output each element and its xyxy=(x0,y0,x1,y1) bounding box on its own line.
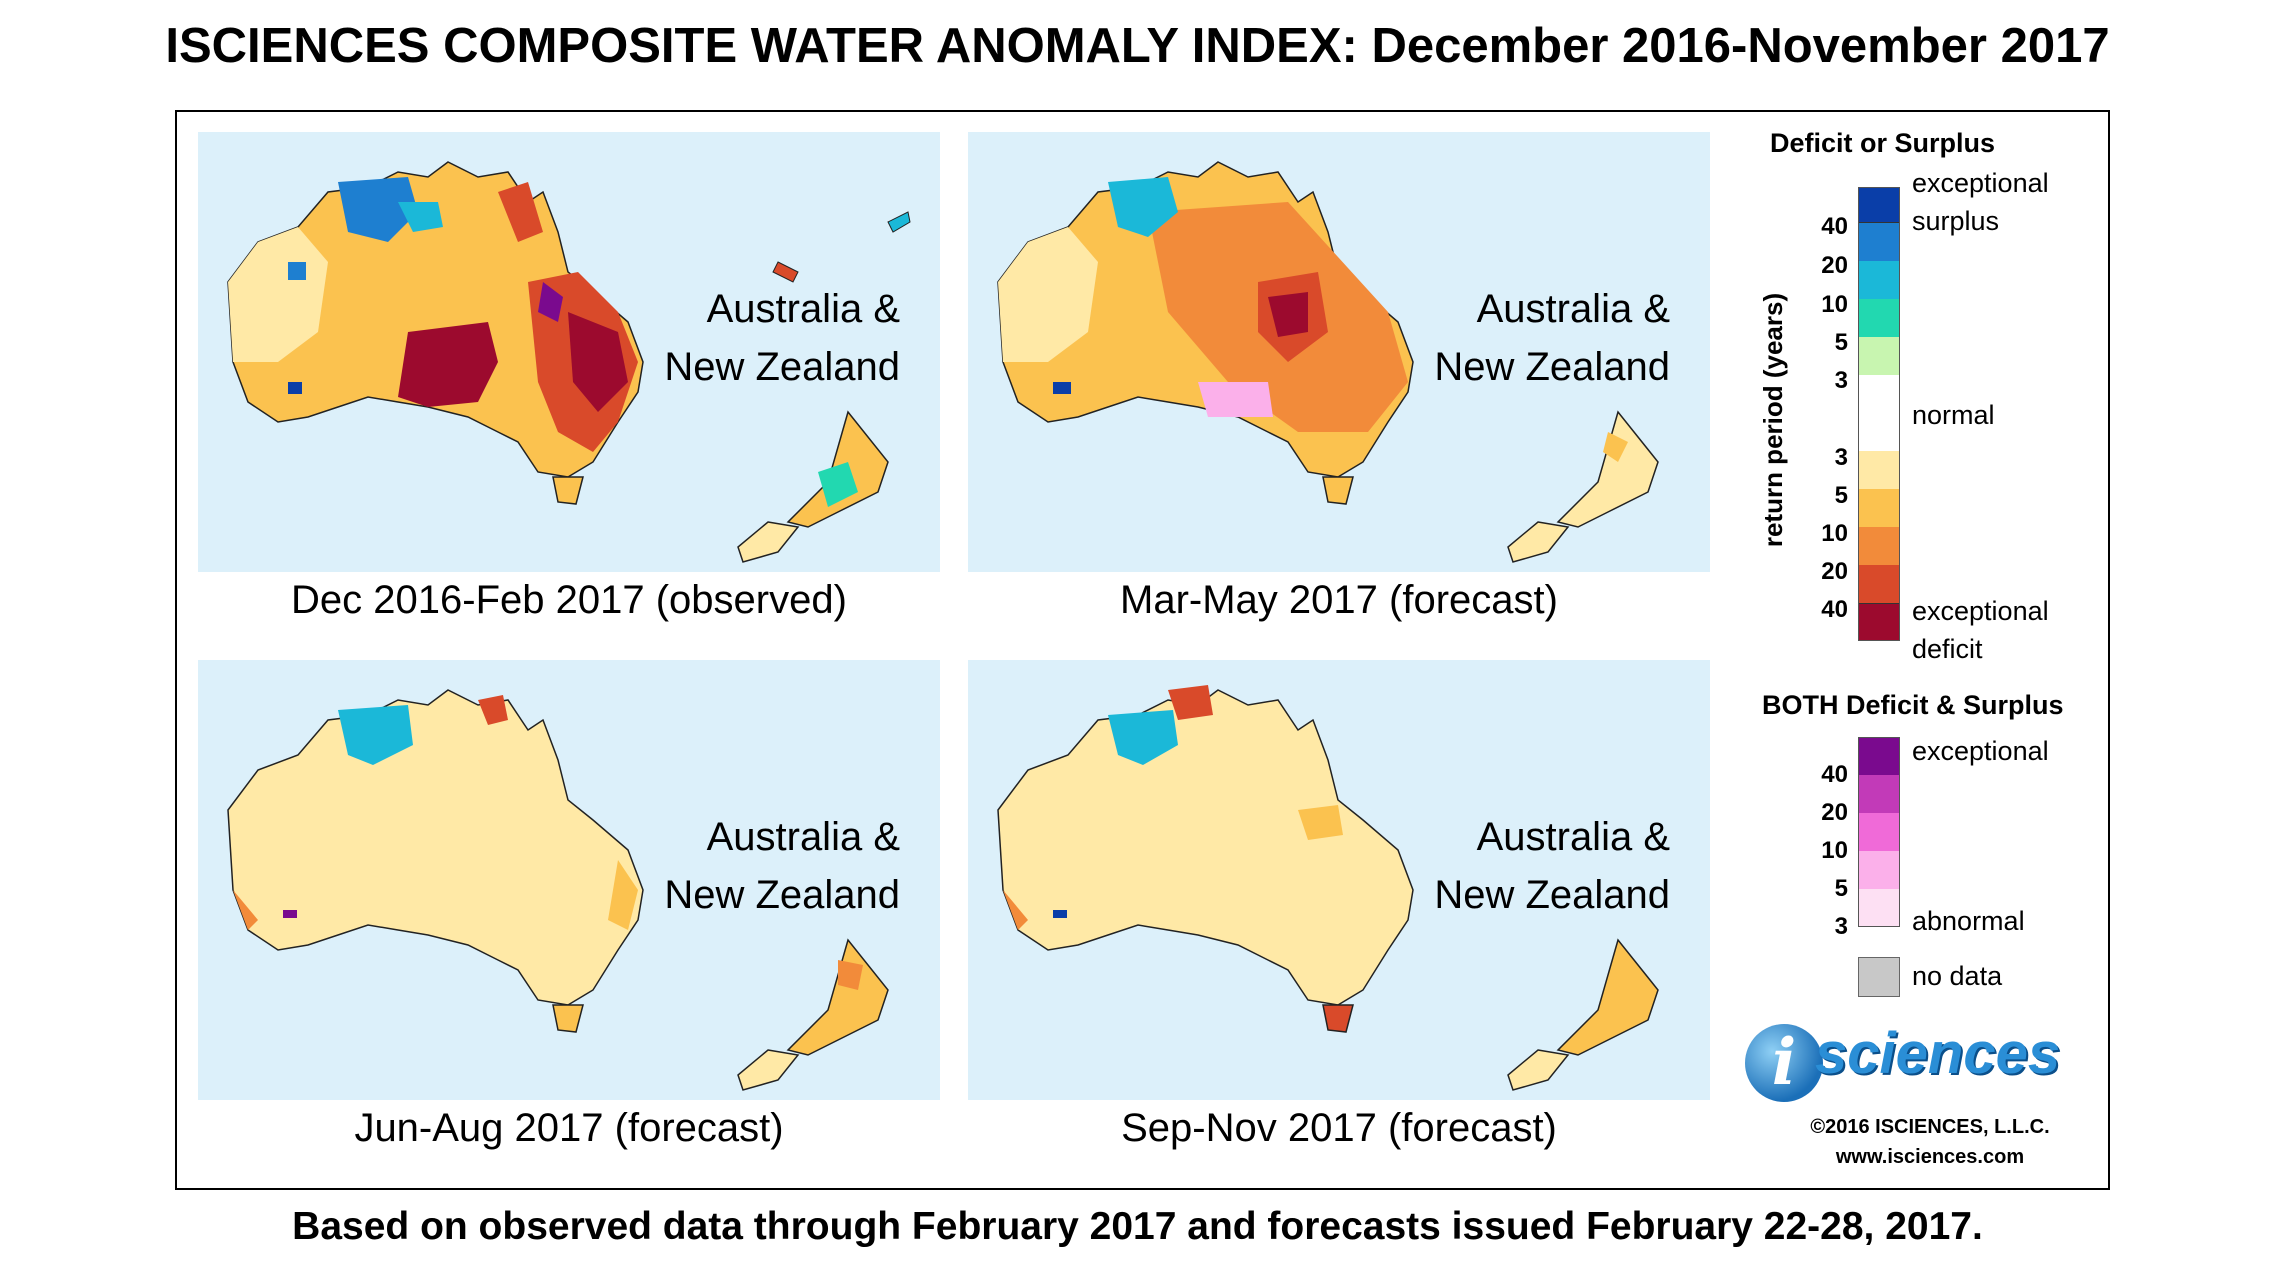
legend-label-exceptional-deficit: exceptional deficit xyxy=(1912,596,2049,664)
deficit-tick: 10 xyxy=(1821,520,1848,547)
caption-mar-may: Mar-May 2017 (forecast) xyxy=(1120,578,1558,622)
caption-jun-aug: Jun-Aug 2017 (forecast) xyxy=(354,1106,784,1150)
new-zealand-landmass xyxy=(1556,410,1659,528)
northwest-surplus-area xyxy=(338,177,418,242)
legend-swatch xyxy=(1858,489,1900,527)
map-region-label: Australia & New Zealand xyxy=(1434,815,1670,917)
legend-label-both-abnormal: abnormal xyxy=(1912,906,2025,936)
central-deficit-area xyxy=(398,322,498,407)
logo-wordmark: sciences xyxy=(1815,1021,2061,1086)
map-jun-aug xyxy=(227,689,889,1091)
map-region-label: Australia & New Zealand xyxy=(1434,287,1670,389)
legend-swatch xyxy=(1858,527,1900,565)
deficit-tick: 5 xyxy=(1834,482,1848,509)
surplus-tick: 3 xyxy=(1834,367,1848,394)
both-tick: 40 xyxy=(1821,761,1848,788)
australia-landmass xyxy=(227,689,644,1006)
legend-swatch xyxy=(1858,737,1900,775)
legend-label-both-exceptional: exceptional xyxy=(1912,736,2049,766)
both-tick: 10 xyxy=(1821,837,1848,864)
legend-label-no-data: no data xyxy=(1912,961,2003,991)
australia-landmass xyxy=(997,689,1414,1006)
deficit-tick: 20 xyxy=(1821,558,1848,585)
map-region-label: Australia & New Zealand xyxy=(664,287,900,389)
surplus-tick: 20 xyxy=(1821,252,1848,279)
legend-scale-outline xyxy=(1858,737,1900,927)
northwest-surplus-area xyxy=(1108,177,1178,237)
northwest-surplus-area xyxy=(1108,710,1178,765)
caption-sep-nov: Sep-Nov 2017 (forecast) xyxy=(1121,1106,1557,1150)
map-dec-feb xyxy=(227,161,911,563)
logo-i-icon: i xyxy=(1745,1024,1823,1102)
page-title: ISCIENCES COMPOSITE WATER ANOMALY INDEX:… xyxy=(165,19,2110,73)
legend-axis-label: return period (years) xyxy=(1758,292,1788,548)
map-region-label: Australia & New Zealand xyxy=(664,815,900,917)
new-zealand-landmass xyxy=(786,938,889,1056)
both-tick: 5 xyxy=(1834,875,1848,902)
legend-swatch xyxy=(1858,375,1900,451)
map-panel-sep-nov: Australia & New Zealand xyxy=(968,660,1710,1100)
map-panel-dec-feb: Australia & New Zealand xyxy=(198,132,940,572)
map-sep-nov xyxy=(997,685,1659,1091)
legend-heading-both: BOTH Deficit & Surplus xyxy=(1762,690,2064,720)
both-tick: 20 xyxy=(1821,799,1848,826)
legend-swatch xyxy=(1858,565,1900,603)
legend-scale-outline xyxy=(1858,187,1900,641)
legend-swatch xyxy=(1858,889,1900,927)
isciences-logo: i sciences xyxy=(1745,1020,2085,1102)
deficit-tick: 3 xyxy=(1834,444,1848,471)
both-tick: 3 xyxy=(1834,913,1848,940)
legend-swatch xyxy=(1858,337,1900,375)
legend-label-normal: normal xyxy=(1912,400,1995,430)
legend-swatch xyxy=(1858,451,1900,489)
new-zealand-landmass xyxy=(1556,938,1659,1056)
central-deficit-area xyxy=(1268,292,1308,337)
surplus-tick: 40 xyxy=(1821,213,1848,240)
legend-swatch xyxy=(1858,261,1900,299)
deficit-tick: 40 xyxy=(1821,596,1848,623)
map-frame xyxy=(175,110,2110,1190)
surplus-tick: 5 xyxy=(1834,329,1848,356)
legend-swatch xyxy=(1858,299,1900,337)
no-data-swatch xyxy=(1858,957,1900,997)
copyright-block: ©2016 ISCIENCES, L.L.C. www.isciences.co… xyxy=(1780,1112,2080,1172)
australia-landmass xyxy=(227,161,644,478)
website-link[interactable]: www.isciences.com xyxy=(1835,1146,2025,1168)
legend-swatch xyxy=(1858,813,1900,851)
legend-swatch xyxy=(1858,775,1900,813)
northwest-surplus-area xyxy=(338,705,413,765)
legend-swatch xyxy=(1858,223,1900,261)
map-panel-jun-aug: Australia & New Zealand xyxy=(198,660,940,1100)
surplus-tick: 10 xyxy=(1821,291,1848,318)
legend-swatch xyxy=(1858,851,1900,889)
legend-heading-deficit-surplus: Deficit or Surplus xyxy=(1770,128,1996,158)
footer-note: Based on observed data through February … xyxy=(292,1205,1983,1248)
map-mar-may xyxy=(997,161,1659,563)
copyright-text: ©2016 ISCIENCES, L.L.C. xyxy=(1810,1116,2050,1138)
map-panel-mar-may: Australia & New Zealand xyxy=(968,132,1710,572)
caption-dec-feb: Dec 2016-Feb 2017 (observed) xyxy=(291,578,847,622)
legend-label-exceptional-surplus: exceptional surplus xyxy=(1912,168,2049,236)
